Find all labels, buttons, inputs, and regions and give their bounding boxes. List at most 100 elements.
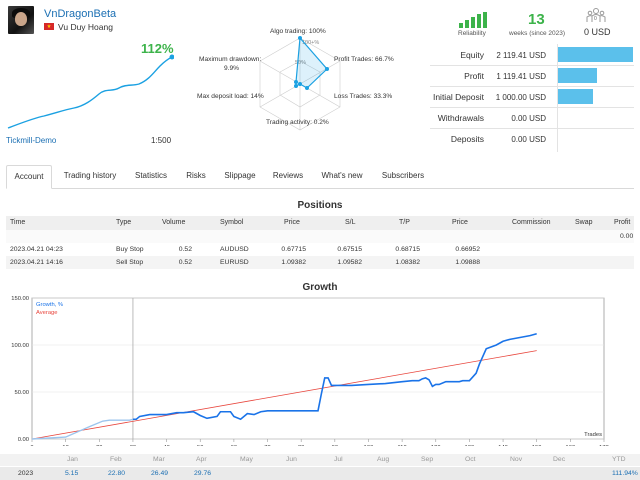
month-label: Sep	[421, 456, 434, 463]
x-tick-label: 20	[96, 445, 102, 446]
stat-bar-initial-deposit	[557, 89, 593, 104]
col-volume[interactable]: Volume	[162, 219, 186, 226]
growth-chart[interactable]: 0.00 50.00 100.00 150.00 0 10 20 30 40 50 60 70 80 90…	[4, 296, 632, 446]
table-row[interactable]: 2023.04.21 04:23 Buy Stop 0.52 AUDUSD 0.6771…	[6, 243, 634, 256]
stat-label-equity: Equity	[460, 50, 484, 60]
month-header-row: Jan Feb Mar Apr May Jun Jul Aug Sep Oct Nov Dec YTD	[0, 454, 640, 466]
col-time[interactable]: Time	[10, 219, 26, 226]
month-label: Feb	[110, 456, 122, 463]
series-growth-line	[132, 332, 537, 421]
stat-label-withdrawals: Withdrawals	[437, 113, 484, 123]
x-tick-label: 60	[231, 445, 237, 446]
x-tick-label: 100	[364, 445, 374, 446]
tab-bar: Account Trading history Statistics Risks…	[6, 165, 634, 189]
stat-divider	[430, 65, 634, 66]
stat-value-equity: 2 119.41 USD	[496, 51, 546, 60]
month-value[interactable]: 5.15	[65, 470, 79, 477]
tab-account[interactable]: Account	[6, 165, 52, 189]
table-cell: 2023.04.21 14:16	[10, 259, 63, 266]
radar-label-max-deposit-load: Max deposit load: 14%	[197, 93, 264, 100]
x-tick-label: 30	[130, 445, 136, 446]
x-tick-label: 10	[62, 445, 68, 446]
year-label: 2023	[18, 470, 34, 477]
tab-reviews[interactable]: Reviews	[272, 171, 304, 180]
table-cell: 1.09582	[337, 259, 362, 266]
table-cell: 1.09382	[281, 259, 306, 266]
radar-value-max-drawdown: 9.9%	[224, 65, 240, 72]
col-price-current[interactable]: Price	[452, 219, 468, 226]
tab-slippage[interactable]: Slippage	[224, 171, 256, 180]
month-label: Jan	[67, 456, 78, 463]
mini-growth-endpoint	[169, 54, 174, 60]
tab-subscribers[interactable]: Subscribers	[381, 171, 425, 180]
stat-bar-profit	[557, 68, 597, 83]
tab-whats-new[interactable]: What's new	[321, 171, 363, 180]
table-cell: 2023.04.21 04:23	[10, 246, 63, 253]
month-label: May	[240, 456, 253, 463]
stat-divider	[430, 107, 634, 108]
avatar[interactable]	[8, 6, 34, 34]
x-tick-label: 90	[332, 445, 338, 446]
radar-point-profit	[325, 67, 329, 71]
weeks-count: 13	[528, 11, 545, 28]
positions-title: Positions	[297, 200, 343, 211]
table-cell: Sell Stop	[116, 259, 144, 266]
col-tp[interactable]: T/P	[399, 219, 410, 226]
table-cell: 0.52	[178, 259, 192, 266]
radar-point-algo	[298, 36, 302, 40]
table-cell: 1.08382	[395, 259, 420, 266]
month-label: YTD	[612, 456, 626, 463]
table-row[interactable]: 2023.04.21 14:16 Sell Stop 0.52 EURUSD 1.093…	[6, 256, 634, 269]
stat-value-profit: 1 119.41 USD	[496, 72, 546, 81]
year-row-2023: 2023 5.15 22.80 26.49 29.76 111.94%	[0, 467, 640, 480]
col-sl[interactable]: S/L	[345, 219, 356, 226]
table-cell: Buy Stop	[116, 246, 144, 253]
tab-risks[interactable]: Risks	[186, 171, 206, 180]
broker-server-link[interactable]: Tickmill-Demo	[6, 136, 57, 145]
y-tick-label: 0.00	[18, 437, 29, 443]
growth-percent: 112%	[141, 41, 174, 56]
ytd-value: 111.94%	[612, 470, 638, 477]
stat-bar-equity	[557, 47, 633, 62]
x-tick-label: 40	[163, 445, 169, 446]
y-tick-label: 100.00	[11, 343, 29, 349]
x-tick-label: 120	[431, 445, 441, 446]
signal-name-link[interactable]: VnDragonBeta	[44, 8, 117, 20]
subscribers-icon: 0	[586, 8, 606, 22]
growth-title: Growth	[302, 282, 338, 293]
table-cell: 0.67515	[337, 246, 362, 253]
radar-point-load	[294, 84, 298, 88]
tab-trading-history[interactable]: Trading history	[63, 171, 117, 180]
owner-name[interactable]: Vu Duy Hoang	[58, 22, 113, 32]
col-swap[interactable]: Swap	[575, 219, 593, 226]
legend-average: Average	[36, 310, 58, 316]
month-label: Dec	[553, 456, 566, 463]
table-cell: 0.66952	[455, 246, 480, 253]
stat-value-withdrawals: 0.00 USD	[511, 114, 546, 123]
x-tick-label: 70	[264, 445, 270, 446]
month-value[interactable]: 22.80	[108, 470, 126, 477]
stat-label-initial-deposit: Initial Deposit	[432, 92, 484, 102]
month-label: Aug	[377, 456, 390, 463]
table-cell: EURUSD	[220, 259, 249, 266]
col-profit[interactable]: Profit	[614, 219, 631, 226]
month-label: Oct	[465, 456, 476, 463]
stat-value-deposits: 0.00 USD	[511, 135, 546, 144]
x-tick-label: 50	[197, 445, 203, 446]
month-value[interactable]: 29.76	[194, 470, 212, 477]
col-symbol[interactable]: Symbol	[220, 219, 244, 226]
col-price[interactable]: Price	[284, 219, 300, 226]
col-type[interactable]: Type	[116, 219, 132, 226]
radar-chart: 100+% 50%	[259, 36, 341, 131]
month-value[interactable]: 26.49	[151, 470, 169, 477]
table-cell: 1.09888	[455, 259, 480, 266]
y-tick-label: 50.00	[14, 390, 29, 396]
radar-ring-label-100: 100+%	[302, 40, 319, 46]
positions-total-profit: 0.00	[620, 233, 634, 240]
tab-statistics[interactable]: Statistics	[134, 171, 167, 180]
series-average-line	[31, 350, 537, 440]
series-growth-line-past	[31, 418, 134, 440]
col-commission[interactable]: Commission	[512, 219, 551, 226]
stat-divider	[430, 128, 634, 129]
month-label: Jun	[286, 456, 297, 463]
